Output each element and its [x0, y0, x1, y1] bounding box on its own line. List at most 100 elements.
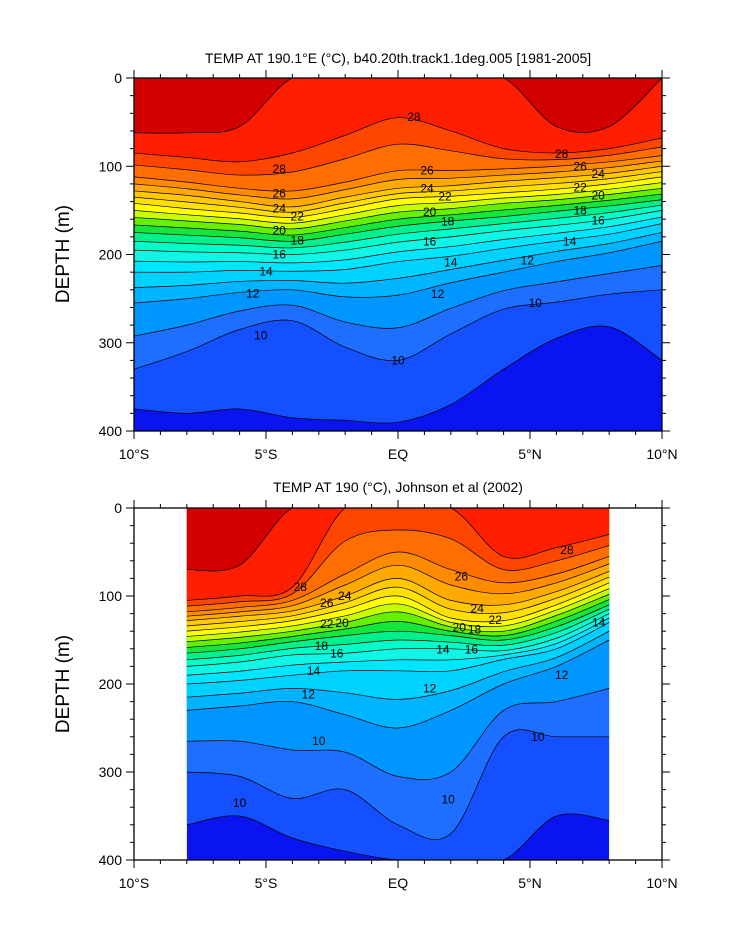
contour-label: 26 — [273, 187, 287, 201]
contour-line-23 — [134, 171, 662, 213]
y-tick-label: 400 — [99, 423, 123, 439]
contour-line-9 — [134, 325, 662, 424]
contour-line-23 — [186, 576, 610, 627]
contour-label: 26 — [320, 596, 334, 610]
contour-label: 14 — [307, 664, 321, 678]
contour-label: 10 — [233, 796, 247, 810]
contour-line-20 — [134, 187, 662, 230]
contour-line-21 — [186, 588, 610, 637]
contour-label: 22 — [291, 210, 305, 224]
contour-label: 12 — [431, 287, 445, 301]
contour-line-20 — [186, 593, 610, 643]
x-tick-label: EQ — [388, 446, 408, 462]
contour-label: 24 — [273, 202, 287, 216]
contour-line-12 — [134, 240, 662, 304]
contour-fills — [186, 508, 610, 860]
contour-label: 28 — [294, 580, 308, 594]
contour-line-9 — [186, 813, 610, 860]
contour-line-22 — [134, 176, 662, 218]
contour-line-13 — [134, 232, 662, 288]
contour-label: 18 — [468, 622, 482, 636]
y-tick-label: 300 — [99, 335, 123, 351]
contour-line-10 — [134, 289, 662, 370]
contour-label: 24 — [471, 601, 485, 615]
contour-label: 22 — [438, 190, 452, 204]
contour-label: 22 — [320, 617, 334, 631]
contour-label: 14 — [436, 643, 450, 657]
plot1-title: TEMP AT 190.1°E (°C), b40.20th.track1.1d… — [205, 50, 591, 66]
x-tick-label: 10°N — [646, 446, 677, 462]
plot1-upper-model: 2828262422201816141210262422201816141210… — [99, 70, 678, 462]
contour-label: 18 — [291, 234, 305, 248]
contour-band-29 — [134, 78, 662, 134]
contour-label: 20 — [453, 621, 467, 635]
contour-line-17 — [134, 204, 662, 249]
contour-line-26 — [134, 155, 662, 192]
contour-line-18 — [134, 199, 662, 242]
x-tick-label: 5°N — [518, 875, 542, 891]
contour-label: 20 — [591, 189, 605, 203]
y-tick-label: 0 — [114, 70, 122, 86]
contour-line-28 — [186, 508, 610, 601]
contour-label: 16 — [465, 642, 479, 656]
contour-line-15 — [134, 216, 662, 264]
x-tick-label: 5°S — [255, 446, 278, 462]
contour-label: 18 — [315, 639, 329, 653]
contour-label: 12 — [246, 286, 260, 300]
contour-label: 14 — [259, 264, 273, 278]
contour-label: 14 — [444, 255, 458, 269]
contour-label: 10 — [312, 734, 326, 748]
contour-label: 12 — [423, 681, 437, 695]
contour-line-14 — [134, 223, 662, 273]
plot2-ylabel: DEPTH (m) — [53, 635, 74, 733]
contour-label: 10 — [531, 730, 545, 744]
contour-label: 10 — [441, 792, 455, 806]
contour-label: 20 — [423, 205, 437, 219]
contour-band-28 — [186, 508, 610, 601]
contour-label: 18 — [573, 203, 587, 217]
contour-label: 16 — [330, 646, 344, 660]
contour-line-27 — [134, 143, 662, 176]
contour-label: 16 — [423, 234, 437, 248]
contour-line-17 — [186, 608, 610, 661]
contour-line-25 — [186, 563, 610, 617]
contour-label: 16 — [591, 213, 605, 227]
contour-label: 28 — [407, 110, 421, 124]
contour-line-13 — [186, 630, 610, 700]
contour-label: 22 — [489, 613, 503, 627]
contour-label: 28 — [560, 543, 574, 557]
contour-label: 28 — [555, 147, 569, 161]
x-tick-label: 10°S — [119, 875, 150, 891]
y-tick-label: 300 — [99, 764, 123, 780]
y-tick-label: 100 — [99, 158, 123, 174]
contour-line-11 — [186, 688, 610, 780]
plot2-title: TEMP AT 190 (°C), Johnson et al (2002) — [273, 479, 523, 495]
contour-line-26 — [186, 551, 610, 613]
y-tick-label: 200 — [99, 247, 123, 263]
contour-line-27 — [186, 529, 610, 607]
contour-line-18 — [186, 604, 610, 654]
contour-label: 12 — [555, 668, 569, 682]
contour-line-29 — [186, 508, 610, 572]
contour-line-15 — [186, 617, 610, 676]
contour-label: 22 — [573, 180, 587, 194]
contour-line-29 — [134, 78, 662, 134]
plot1-ylabel: DEPTH (m) — [53, 205, 74, 303]
contour-label: 12 — [302, 688, 316, 702]
contour-line-10 — [186, 729, 610, 840]
contour-label: 14 — [563, 234, 577, 248]
contour-label: 26 — [420, 164, 434, 178]
contour-line-11 — [134, 265, 662, 337]
contour-label: 10 — [391, 353, 405, 367]
x-tick-label: EQ — [388, 875, 408, 891]
contour-label: 14 — [592, 615, 606, 629]
y-tick-label: 0 — [114, 500, 122, 516]
contour-line-24 — [134, 165, 662, 208]
x-tick-label: 10°N — [646, 875, 677, 891]
contour-line-16 — [134, 210, 662, 255]
contour-label: 24 — [338, 589, 352, 603]
contour-label: 20 — [335, 616, 349, 630]
contour-line-14 — [186, 622, 610, 685]
